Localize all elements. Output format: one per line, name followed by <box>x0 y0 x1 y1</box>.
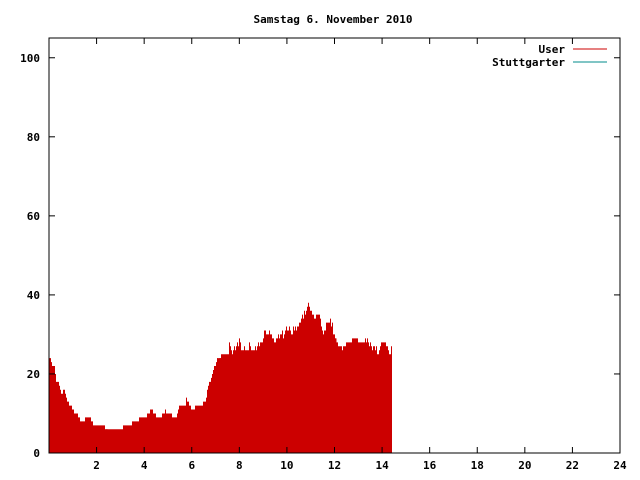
y-tick-label: 20 <box>27 368 40 381</box>
y-tick-label: 60 <box>27 210 40 223</box>
x-tick-label: 2 <box>93 459 100 472</box>
y-tick-label: 0 <box>33 447 40 460</box>
y-tick-label: 100 <box>20 52 40 65</box>
x-tick-label: 22 <box>566 459 579 472</box>
y-tick-label: 40 <box>27 289 40 302</box>
x-tick-label: 12 <box>328 459 341 472</box>
y-tick-label: 80 <box>27 131 40 144</box>
legend-label-user: User <box>539 43 566 56</box>
x-tick-label: 20 <box>518 459 531 472</box>
x-tick-label: 8 <box>236 459 243 472</box>
x-tick-label: 6 <box>188 459 195 472</box>
x-tick-label: 14 <box>375 459 389 472</box>
x-tick-label: 4 <box>141 459 148 472</box>
x-tick-label: 10 <box>280 459 293 472</box>
legend-label-stuttgarter: Stuttgarter <box>492 56 565 69</box>
x-tick-label: 18 <box>471 459 484 472</box>
x-tick-label: 24 <box>613 459 627 472</box>
legend: User Stuttgarter <box>492 43 607 69</box>
chart-title: Samstag 6. November 2010 <box>254 13 413 26</box>
user-series <box>49 302 392 453</box>
x-tick-label: 16 <box>423 459 437 472</box>
